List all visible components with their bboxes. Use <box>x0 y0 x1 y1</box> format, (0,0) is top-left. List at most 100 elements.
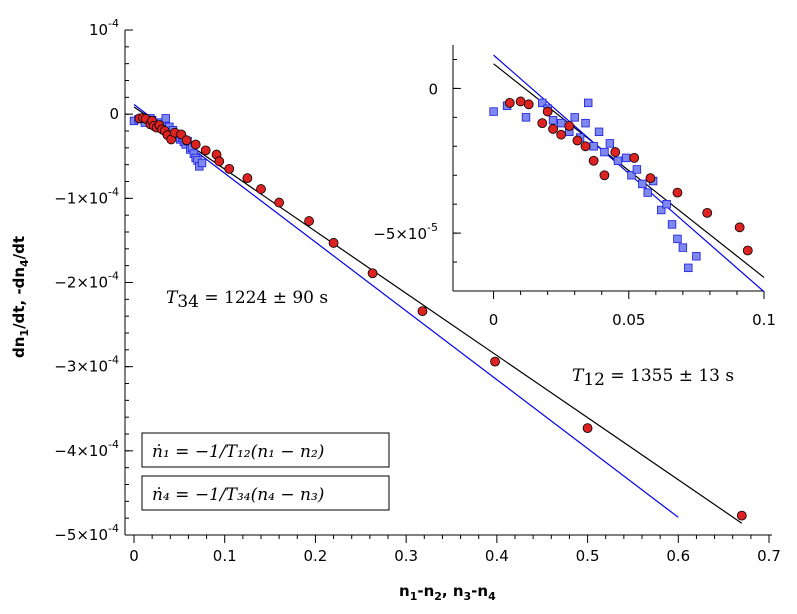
y-tick-label: −3×10-4 <box>54 354 119 376</box>
data-point-circle <box>242 173 253 184</box>
data-point-square <box>489 107 498 116</box>
legend-equation-2-frame <box>141 475 390 511</box>
data-point-square <box>584 98 593 108</box>
data-point-square <box>594 127 604 137</box>
data-point-square <box>197 158 207 168</box>
data-point-square <box>667 220 677 229</box>
y-tick-exponent: -4 <box>108 270 119 283</box>
data-point-circle <box>367 268 378 279</box>
inset-plot: 0 0.05 0.1 0 −5×10-5 <box>373 45 776 329</box>
data-point-square <box>570 113 579 122</box>
annotation-t12: T12 = 1355 ± 13 s <box>572 366 734 390</box>
data-point-square <box>548 116 558 125</box>
data-point-circle <box>417 306 428 317</box>
data-point-circle <box>582 423 593 434</box>
data-point-circle <box>328 238 339 248</box>
data-point-circle <box>181 135 192 146</box>
y-tick-mantissa: −1×10 <box>54 189 108 207</box>
data-point-square <box>643 188 652 197</box>
inset-y-tick-label: −5×10-5 <box>373 221 438 243</box>
y-tick-mantissa: −4×10 <box>54 442 108 460</box>
data-point-circle <box>274 197 285 208</box>
data-point-square <box>621 153 631 163</box>
y-tick-label: −1×10-4 <box>54 185 119 207</box>
axis-title-text: n <box>399 582 410 600</box>
axis-title-subscript: 2 <box>434 590 442 603</box>
y-tick-label: 10-4 <box>89 17 119 39</box>
axis-title-subscript: 3 <box>464 590 472 603</box>
x-tick-label: 0.2 <box>303 547 327 565</box>
data-point-square <box>600 147 609 157</box>
y-tick-mantissa: −2×10 <box>54 274 108 292</box>
data-point-circle <box>256 184 266 194</box>
data-point-circle <box>542 106 553 117</box>
annotation-subscript: 12 <box>583 370 605 390</box>
data-point-circle <box>736 510 747 521</box>
axis-title-text: /dt, -dn <box>10 267 28 329</box>
inset-y-tick-mantissa: −5×10 <box>373 225 427 243</box>
data-point-circle <box>214 156 225 167</box>
data-point-circle <box>742 245 753 256</box>
inset-background <box>453 45 764 291</box>
data-point-circle <box>556 129 567 140</box>
data-point-square <box>605 139 615 148</box>
data-point-circle <box>564 121 575 131</box>
data-point-square <box>678 243 688 252</box>
data-point-circle <box>304 216 314 226</box>
axis-title-subscript: 4 <box>18 259 31 267</box>
y-tick-mantissa: −3×10 <box>54 358 108 376</box>
y-tick-label: 0 <box>109 105 119 123</box>
y-tick-label: −5×10-4 <box>54 522 119 544</box>
data-point-circle <box>645 173 656 184</box>
axis-title-text: /dt <box>10 236 28 259</box>
inset-x-tick-label: 0 <box>489 311 499 329</box>
data-point-circle <box>523 99 534 110</box>
data-point-circle <box>629 152 640 163</box>
data-point-circle <box>504 97 515 108</box>
data-point-square <box>521 113 531 122</box>
x-tick-label: 0 <box>129 547 139 565</box>
axis-title-text: , n <box>442 582 464 600</box>
data-point-square <box>662 199 671 209</box>
annotation-symbol: T <box>166 288 179 308</box>
inset-y-tick-mantissa: 0 <box>428 80 438 98</box>
data-point-circle <box>610 147 621 157</box>
data-point-square <box>632 165 642 174</box>
annotation-t34: T34 = 1224 ± 90 s <box>166 288 328 312</box>
x-tick-label: 0.6 <box>666 547 690 565</box>
legend-equation-2: ṅ₄ = −1/T₃₄(n₄ − n₃) <box>152 485 324 505</box>
y-tick-exponent: -4 <box>108 438 119 451</box>
x-axis-title: n1-n2, n3-n4 <box>399 582 496 603</box>
data-point-circle <box>734 222 745 233</box>
data-point-circle <box>490 356 500 367</box>
x-tick-label: 0.4 <box>485 547 509 565</box>
y-tick-label: −2×10-4 <box>54 270 119 292</box>
annotation-value: = 1224 ± 90 s <box>199 288 328 308</box>
inset-y-tick-exponent: -5 <box>427 221 438 234</box>
fit-line <box>133 106 743 524</box>
data-point-square <box>581 118 590 128</box>
data-point-square <box>684 263 693 273</box>
data-point-square <box>538 98 547 108</box>
data-point-circle <box>672 187 683 198</box>
y-tick-mantissa: 0 <box>109 105 119 123</box>
data-point-square <box>692 252 701 261</box>
y-tick-mantissa: 10 <box>89 21 108 39</box>
axis-title-text: -n <box>471 582 488 600</box>
x-tick-label: 0.5 <box>576 547 600 565</box>
x-tick-label: 0.3 <box>394 547 418 565</box>
y-tick-mantissa: −5×10 <box>54 526 108 544</box>
legend-equation-1-frame <box>141 432 390 468</box>
legend-equation-1: ṅ₁ = −1/T₁₂(n₁ − n₂) <box>152 442 324 462</box>
data-point-square <box>556 118 566 128</box>
data-point-circle <box>588 155 599 166</box>
y-axis-title: dn1/dt, -dn4/dt <box>10 236 31 358</box>
inset-x-tick-label: 0.05 <box>612 311 645 329</box>
axis-title-text: -n <box>417 582 434 600</box>
data-point-circle <box>572 135 583 146</box>
data-point-circle <box>200 145 211 156</box>
inset-x-tick-label: 0.1 <box>752 311 776 329</box>
axis-title-subscript: 1 <box>18 329 31 337</box>
annotation-subscript: 34 <box>177 292 199 312</box>
fit-line <box>133 104 679 518</box>
